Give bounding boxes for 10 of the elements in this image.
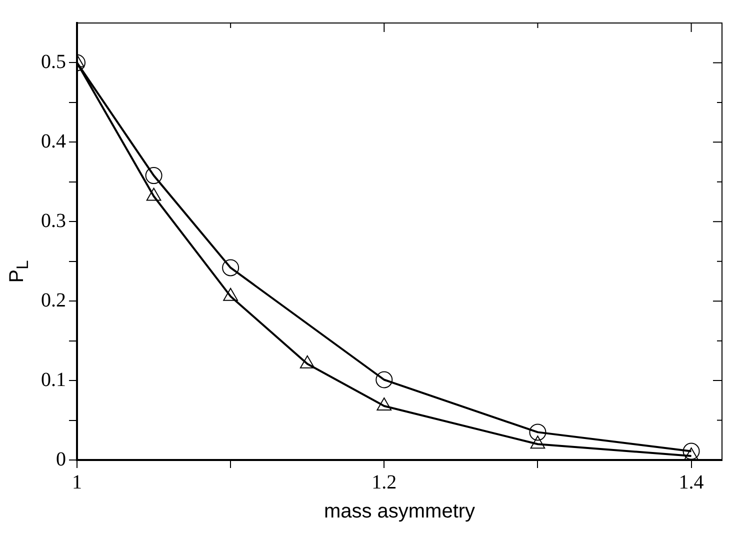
y-tick-label: 0.2 [41, 289, 66, 312]
y-tick-label: 0.3 [41, 210, 66, 232]
y-tick-label: 0.5 [41, 50, 66, 73]
y-tick-label: 0.4 [41, 130, 66, 152]
y-tick-label: 0.1 [41, 368, 66, 391]
x-axis-title: mass asymmetry [324, 500, 476, 523]
x-tick-label: 1 [72, 471, 82, 494]
x-tick-label: 1.2 [372, 471, 397, 494]
x-tick-label: 1.4 [678, 471, 704, 494]
y-tick-label: 0 [56, 448, 66, 470]
